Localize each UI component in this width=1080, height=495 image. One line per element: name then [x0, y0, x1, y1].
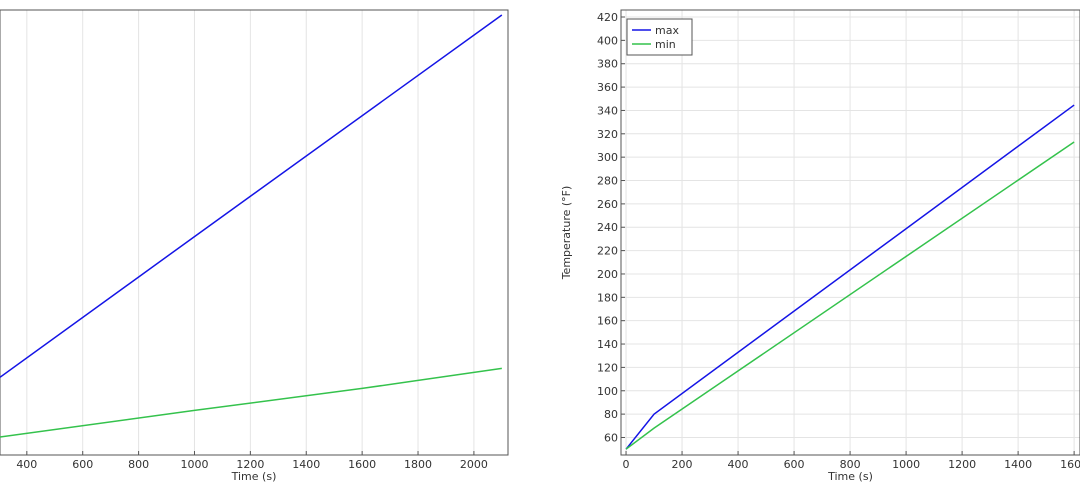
- x-tick-label: 1000: [892, 458, 920, 471]
- x-tick-label: 0: [623, 458, 630, 471]
- y-tick-label: 420: [597, 11, 618, 24]
- y-tick-label: 260: [597, 198, 618, 211]
- x-tick-label: 1200: [236, 458, 264, 471]
- y-tick-label: 300: [597, 151, 618, 164]
- x-tick-label: 2000: [460, 458, 488, 471]
- y-tick-label: 180: [597, 291, 618, 304]
- chart: 0 200 400 600 800 1000 1200 1400 1600 60 80 100 120 1…: [560, 9, 1080, 483]
- y-tick-label: 240: [597, 221, 618, 234]
- x-tick-label: 1400: [292, 458, 320, 471]
- legend-box: [626, 18, 693, 56]
- y-tick-label: 120: [597, 361, 618, 374]
- x-tick-label: 800: [128, 458, 149, 471]
- x-tick-label: 1200: [948, 458, 976, 471]
- x-tick-label: 400: [728, 458, 749, 471]
- x-tick-label: 1400: [1004, 458, 1032, 471]
- y-tick-label: 200: [597, 268, 618, 281]
- x-axis-label: Time (s): [827, 470, 873, 483]
- line-series: [625, 141, 1075, 450]
- y-tick-label: 340: [597, 104, 618, 117]
- y-tick-label: 380: [597, 58, 618, 71]
- line-series: [0, 14, 503, 378]
- y-tick-label: 160: [597, 315, 618, 328]
- plot-frame: [0, 9, 509, 456]
- chart: 400 600 800 1000 1200 1400 1600 1800 2000 Time (s…: [0, 9, 509, 483]
- x-axis-label: Time (s): [231, 470, 277, 483]
- y-tick-label: 60: [604, 431, 618, 444]
- y-tick-label: 360: [597, 81, 618, 94]
- x-tick-label: 1600: [348, 458, 376, 471]
- y-tick-label: 140: [597, 338, 618, 351]
- y-tick-label: 320: [597, 128, 618, 141]
- x-tick-label: 400: [16, 458, 37, 471]
- x-tick-label: 1000: [180, 458, 208, 471]
- line-series: [625, 104, 1075, 450]
- x-tick-label: 1600: [1060, 458, 1080, 471]
- y-tick-label: 220: [597, 245, 618, 258]
- y-tick-label: 80: [604, 408, 618, 421]
- y-tick-label: 280: [597, 175, 618, 188]
- line-series: [0, 367, 502, 438]
- y-axis-label: Temperature (°F): [560, 186, 573, 281]
- x-tick-label: 800: [840, 458, 861, 471]
- plot-frame: [620, 9, 1080, 456]
- x-tick-label: 600: [72, 458, 93, 471]
- legend-label: min: [655, 38, 676, 51]
- x-tick-label: 200: [672, 458, 693, 471]
- y-tick-label: 400: [597, 34, 618, 47]
- y-tick-label: 100: [597, 385, 618, 398]
- x-tick-label: 600: [784, 458, 805, 471]
- legend-label: max: [655, 24, 679, 37]
- x-tick-label: 1800: [404, 458, 432, 471]
